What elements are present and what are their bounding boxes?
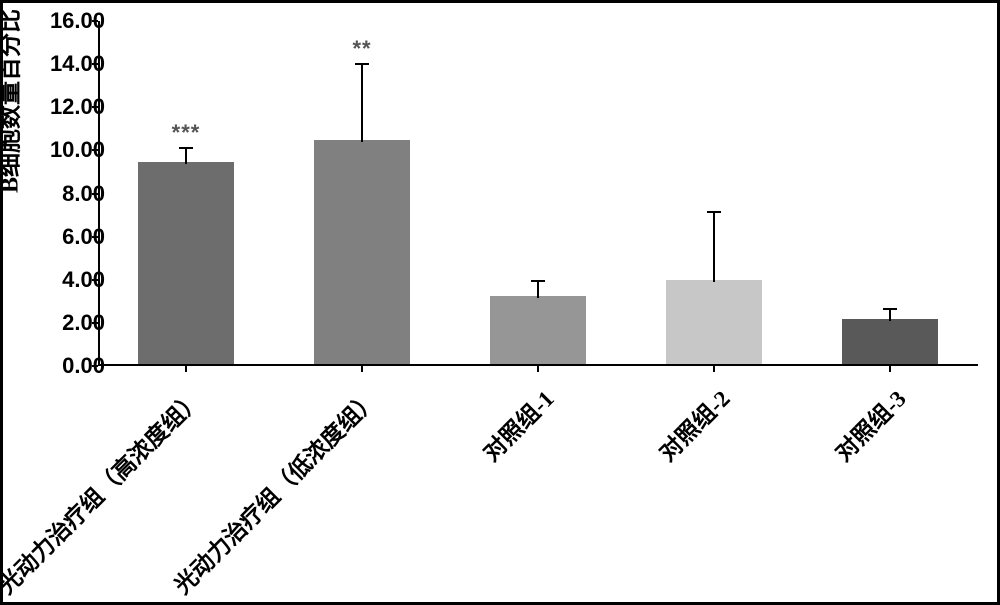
x-tick [713,366,715,372]
x-tick-label: 对照组-3 [826,381,912,467]
x-tick-label: 对照组-2 [650,381,736,467]
bar [666,280,763,364]
error-bar-stem [361,64,363,142]
error-bar-cap [883,308,897,310]
x-tick [889,366,891,372]
error-bar-stem [889,309,891,321]
bar [138,162,235,364]
plot-area: ***** [98,21,978,366]
bar [490,296,587,364]
bar [314,140,411,364]
chart-frame: B细胞数量百分比 ***** 光动力治疗组（高浓度组）光动力治疗组（低浓度组）对… [0,0,1000,605]
bars-layer: ***** [98,21,978,366]
y-tick-label: 12.00 [50,94,105,120]
x-tick [537,366,539,372]
x-tick [185,366,187,372]
y-tick-label: 8.00 [62,181,105,207]
error-bar-cap [179,147,193,149]
y-tick-label: 16.00 [50,8,105,34]
y-tick-label: 6.00 [62,224,105,250]
x-labels-layer: 光动力治疗组（高浓度组）光动力治疗组（低浓度组）对照组-1对照组-2对照组-3 [98,373,978,593]
y-tick-label: 10.00 [50,137,105,163]
error-bar-stem [713,212,715,282]
significance-label: *** [172,120,201,146]
y-tick-label: 14.00 [50,51,105,77]
x-tick-label: 对照组-1 [474,381,560,467]
significance-label: ** [352,36,371,62]
x-tick [361,366,363,372]
y-axis-title: B细胞数量百分比 [0,9,25,193]
error-bar-cap [355,63,369,65]
y-tick-label: 0.00 [62,353,105,379]
error-bar-stem [185,148,187,164]
bar [842,319,939,364]
error-bar-cap [531,280,545,282]
error-bar-cap [707,211,721,213]
error-bar-stem [537,281,539,298]
y-tick-label: 2.00 [62,310,105,336]
y-tick-label: 4.00 [62,267,105,293]
